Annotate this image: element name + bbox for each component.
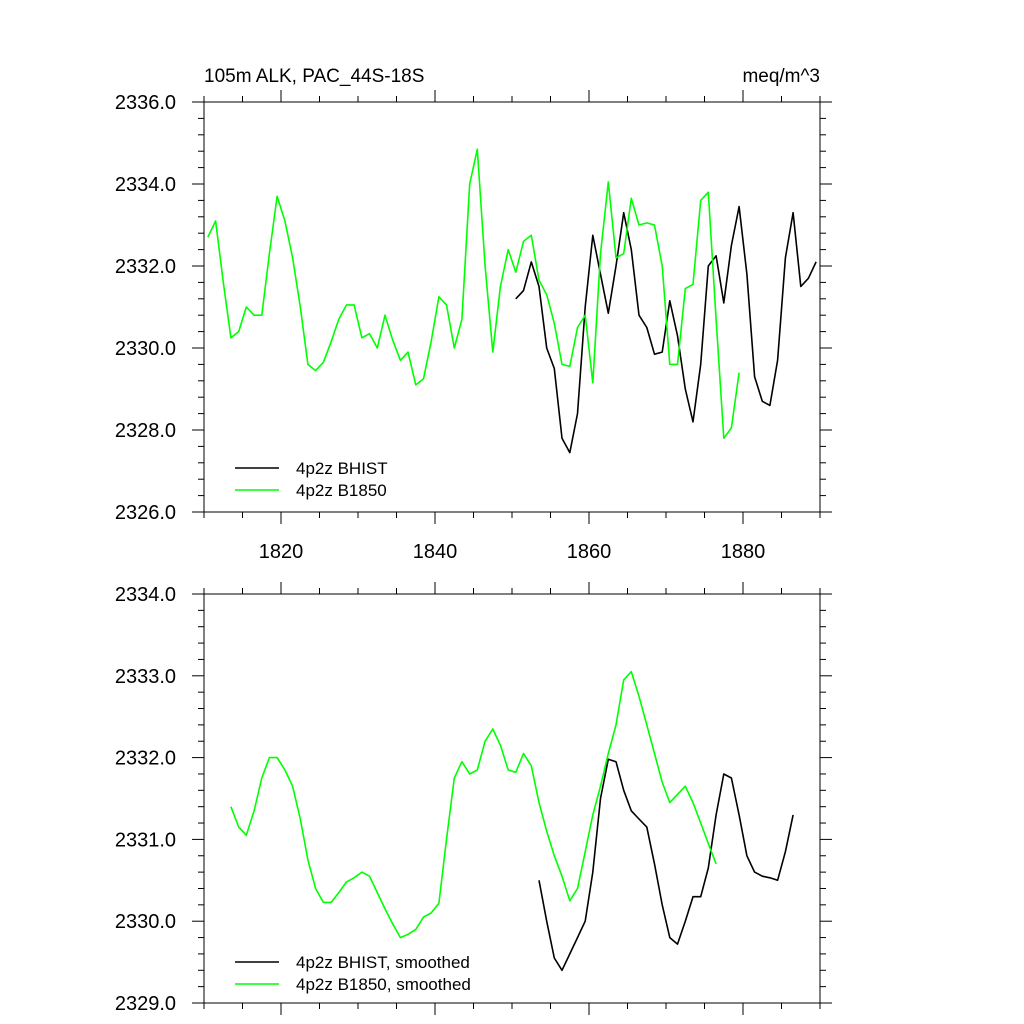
legend-label: 4p2z B1850	[296, 481, 387, 500]
x-tick-label: 1860	[567, 541, 612, 563]
series-line-4p2z-b1850-smoothed	[230, 670, 717, 939]
series-line-4p2z-bhist	[515, 205, 817, 454]
series-line-4p2z-b1850	[207, 148, 740, 440]
plot-frame	[203, 593, 821, 1004]
y-tick-label: 2332.0	[115, 256, 176, 278]
top-panel: 105m ALK, PAC_44S-18S meq/m^3 2326.0 2328…	[115, 66, 832, 563]
plot-frame	[203, 101, 821, 513]
y-tick-label: 2334.0	[115, 174, 176, 196]
y-tick-label: 2330.0	[115, 338, 176, 360]
y-tick-label: 2336.0	[115, 92, 176, 114]
y-tick-label: 2334.0	[115, 584, 176, 606]
legend-label: 4p2z BHIST, smoothed	[296, 953, 470, 972]
y-tick-label: 2328.0	[115, 420, 176, 442]
legend-label: 4p2z B1850, smoothed	[296, 975, 471, 994]
y-tick-label: 2326.0	[115, 502, 176, 524]
y-tick-label: 2330.0	[115, 911, 176, 933]
x-tick-label: 1840	[413, 541, 458, 563]
bottom-panel: 2329.0 2330.0 2331.0 2332.0 2333.0 2334.0 4p2z…	[115, 582, 832, 1015]
series-line-4p2z-bhist-smoothed	[538, 758, 794, 972]
legend-label: 4p2z BHIST	[296, 459, 388, 478]
y-tick-label: 2333.0	[115, 666, 176, 688]
x-tick-label: 1880	[721, 541, 766, 563]
top-panel-title: 105m ALK, PAC_44S-18S	[204, 66, 424, 87]
y-tick-label: 2332.0	[115, 748, 176, 770]
y-tick-label: 2329.0	[115, 993, 176, 1015]
y-tick-label: 2331.0	[115, 829, 176, 851]
top-panel-units: meq/m^3	[742, 66, 820, 87]
x-tick-label: 1820	[259, 541, 304, 563]
